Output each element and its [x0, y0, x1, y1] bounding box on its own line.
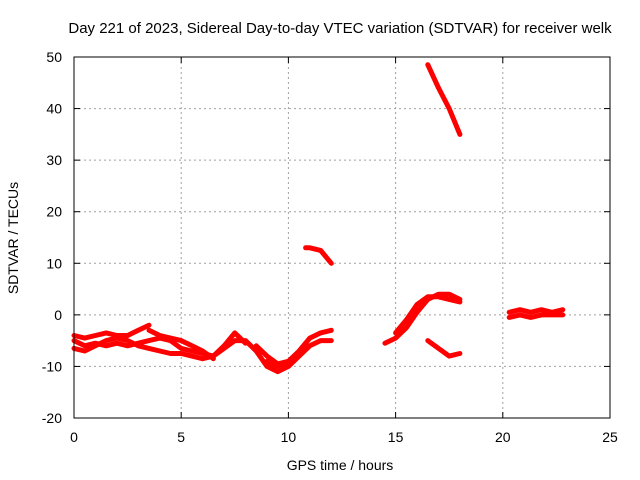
y-tick-label: 20 — [46, 204, 62, 220]
series-track-k — [425, 338, 463, 359]
x-tick-label: 25 — [602, 429, 618, 445]
y-tick-label: 0 — [54, 307, 62, 323]
y-axis-label: SDTVAR / TECUs — [5, 182, 21, 294]
chart-title: Day 221 of 2023, Sidereal Day-to-day VTE… — [68, 20, 612, 37]
series-track-g — [303, 245, 334, 266]
grid — [74, 57, 610, 418]
y-tick-label: 10 — [46, 255, 62, 271]
y-tick-label: 50 — [46, 49, 62, 65]
series-track-c — [71, 330, 248, 362]
series-track-l — [506, 307, 566, 315]
y-tick-label: 30 — [46, 152, 62, 168]
plot-frame — [73, 56, 611, 419]
y-tick-label: -10 — [42, 358, 62, 374]
x-axis-label: GPS time / hours — [287, 457, 394, 473]
x-tick-label: 0 — [70, 429, 78, 445]
y-tick-labels: -20 -10 0 10 20 30 40 50 — [42, 49, 62, 426]
series-track-m — [506, 312, 566, 320]
series-track-j — [425, 62, 463, 137]
x-tick-labels: 0 5 10 15 20 25 — [70, 429, 618, 445]
axis-ticks — [73, 56, 611, 419]
series-track-d — [146, 327, 216, 362]
series-track-h — [382, 291, 463, 346]
y-tick-label: -20 — [42, 410, 62, 426]
series-track-f — [253, 343, 291, 367]
x-tick-label: 15 — [388, 429, 404, 445]
series-track-b — [71, 322, 152, 341]
data-series — [71, 62, 566, 375]
x-tick-label: 20 — [495, 429, 511, 445]
x-tick-label: 5 — [177, 429, 185, 445]
x-tick-label: 10 — [281, 429, 297, 445]
series-track-i — [393, 294, 463, 336]
y-tick-label: 40 — [46, 101, 62, 117]
